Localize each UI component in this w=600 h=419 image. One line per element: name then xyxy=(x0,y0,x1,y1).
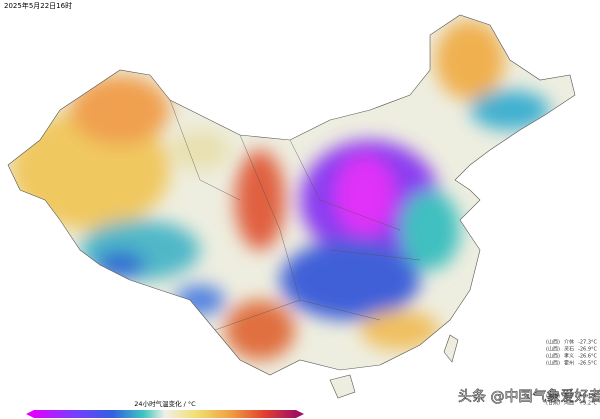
station-province: (青海) xyxy=(546,393,560,400)
station-value: +9.2°C xyxy=(579,401,598,407)
station-name: 称多 xyxy=(564,393,574,400)
color-bar-arrow xyxy=(26,410,34,418)
station-province: (甘肃) xyxy=(546,400,560,407)
watermark: 头条 @中国气象爱好者 xyxy=(458,388,600,405)
station-province: (山西) xyxy=(546,353,560,360)
title: 2025年5月22日16时 xyxy=(4,1,72,10)
station-value: +9.1°C xyxy=(579,394,598,400)
station-name: 孝义 xyxy=(564,354,574,360)
station-province: (山西) xyxy=(546,346,560,353)
station-value: -26.6°C xyxy=(578,354,597,360)
station-province: (山西) xyxy=(546,339,560,346)
borders xyxy=(7,14,576,399)
color-bar-arrow xyxy=(296,410,304,418)
color-bar xyxy=(34,410,296,418)
station-name: 玛曲 xyxy=(564,400,574,407)
station-value: -27.3°C xyxy=(578,340,597,346)
legend-label: 24小时气温变化 / °C xyxy=(134,399,196,408)
station-province: (山西) xyxy=(546,360,560,367)
station-name: 霍州 xyxy=(564,360,574,367)
station-name: 介休 xyxy=(564,339,574,346)
station-name: 灵石 xyxy=(564,347,574,353)
station-value: -26.9°C xyxy=(578,347,597,353)
station-list: (山西) 介休 -27.3°C (山西) 灵石 -26.9°C (山西) 孝义 -26.6°C (… xyxy=(546,339,598,407)
station-value: -26.5°C xyxy=(578,361,597,367)
